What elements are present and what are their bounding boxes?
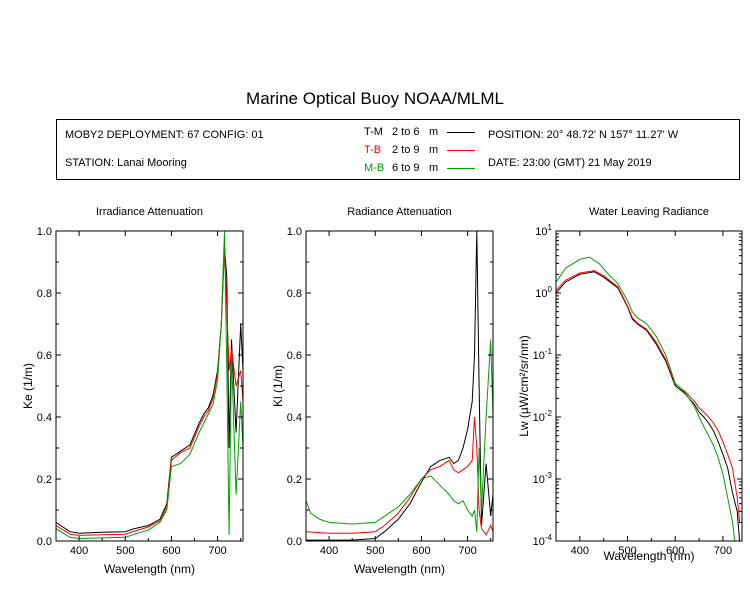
plot-frame	[305, 230, 494, 542]
y-axis-label: Lw (µW/cm²/sr/nm)	[517, 335, 531, 437]
x-tick-label: 400	[571, 545, 589, 557]
x-tick-label: 600	[412, 545, 430, 557]
x-axis-label: Wavelength (nm)	[354, 562, 445, 576]
position-text: POSITION: 20° 48.72' N 157° 11.27' W	[488, 129, 679, 141]
series-line-t-b	[306, 416, 493, 536]
y-tick-label: 0.6	[287, 350, 302, 362]
chart-3: Water Leaving Radiance 400 500 600 700 10-4 10…	[517, 206, 743, 563]
deployment-text: MOBY2 DEPLOYMENT: 67 CONFIG: 01	[65, 129, 264, 141]
info-box: MOBY2 DEPLOYMENT: 67 CONFIG: 01 STATION:…	[56, 119, 740, 180]
y-tick-label: 0.0	[287, 536, 302, 548]
y-tick-label: 0.2	[37, 474, 52, 486]
series-group	[56, 231, 243, 540]
series-line-t-m	[556, 271, 741, 541]
y-tick-label: 0.2	[287, 474, 302, 486]
legend-range-t-m: 2 to 6	[392, 126, 420, 138]
x-tick-label: 400	[70, 545, 88, 557]
legend-code-t-m: T-M	[364, 126, 383, 138]
series-line-t-m	[56, 246, 243, 534]
y-axis-label: Kl (1/m)	[271, 365, 285, 407]
y-tick-label: 0.8	[37, 288, 52, 300]
chart-title: Irradiance Attenuation	[96, 206, 203, 218]
y-tick-label: 0.4	[287, 412, 302, 424]
page-title: Marine Optical Buoy NOAA/MLML	[246, 89, 504, 108]
legend-range-m-b: 6 to 9	[392, 162, 420, 174]
date-text: DATE: 23:00 (GMT) 21 May 2019	[488, 157, 652, 169]
chart-2: Radiance Attenuation 400 500 600 700 0.0 0.2 0.…	[271, 206, 494, 576]
chart-title: Water Leaving Radiance	[589, 206, 709, 218]
x-tick-label: 400	[320, 545, 338, 557]
legend-code-t-b: T-B	[364, 144, 382, 156]
chart-title: Radiance Attenuation	[347, 206, 452, 218]
chart-1: Irradiance Attenuation 400 500 600 700 0.0 0.2…	[21, 206, 244, 576]
station-text: STATION: Lanai Mooring	[65, 157, 187, 169]
legend-code-m-b: M-B	[364, 162, 385, 174]
y-tick-label: 1.0	[37, 226, 52, 238]
x-tick-label: 700	[714, 545, 732, 557]
x-tick-label: 500	[116, 545, 134, 557]
y-tick-label: 100	[535, 285, 552, 300]
x-tick-label: 700	[208, 545, 226, 557]
x-tick-label: 500	[618, 545, 636, 557]
legend-unit-t-m: m	[429, 126, 439, 138]
series-line-t-m	[306, 231, 493, 541]
y-tick-label: 0.8	[287, 288, 302, 300]
y-tick-label: 0.0	[37, 536, 52, 548]
x-tick-label: 600	[666, 545, 684, 557]
x-tick-label: 500	[366, 545, 384, 557]
legend-line-t-m	[447, 132, 475, 133]
series-line-m-b	[306, 339, 493, 532]
legend-unit-m-b: m	[429, 162, 439, 174]
series-group	[306, 231, 493, 541]
x-axis-label: Wavelength (nm)	[104, 562, 195, 576]
y-tick-label: 101	[535, 223, 552, 238]
series-line-m-b	[556, 256, 736, 541]
y-tick-label: 10-2	[533, 409, 553, 424]
y-tick-label: 10-3	[533, 471, 553, 486]
x-axis-label: Wavelength (nm)	[604, 549, 695, 563]
x-tick-label: 700	[458, 545, 476, 557]
y-tick-label: 10-1	[533, 347, 553, 362]
series-group	[556, 256, 741, 541]
legend-line-t-b	[447, 150, 475, 151]
x-tick-label: 600	[162, 545, 180, 557]
y-tick-label: 0.6	[37, 350, 52, 362]
y-axis-label: Ke (1/m)	[21, 363, 35, 409]
legend-range-t-b: 2 to 9	[392, 144, 420, 156]
y-tick-label: 1.0	[287, 226, 302, 238]
series-line-t-b	[56, 246, 243, 536]
y-tick-label: 10-4	[533, 533, 553, 548]
legend-line-m-b	[447, 168, 475, 169]
plot-frame	[555, 230, 743, 542]
legend-unit-t-b: m	[429, 144, 439, 156]
y-tick-label: 0.4	[37, 412, 52, 424]
series-line-t-b	[556, 270, 741, 523]
